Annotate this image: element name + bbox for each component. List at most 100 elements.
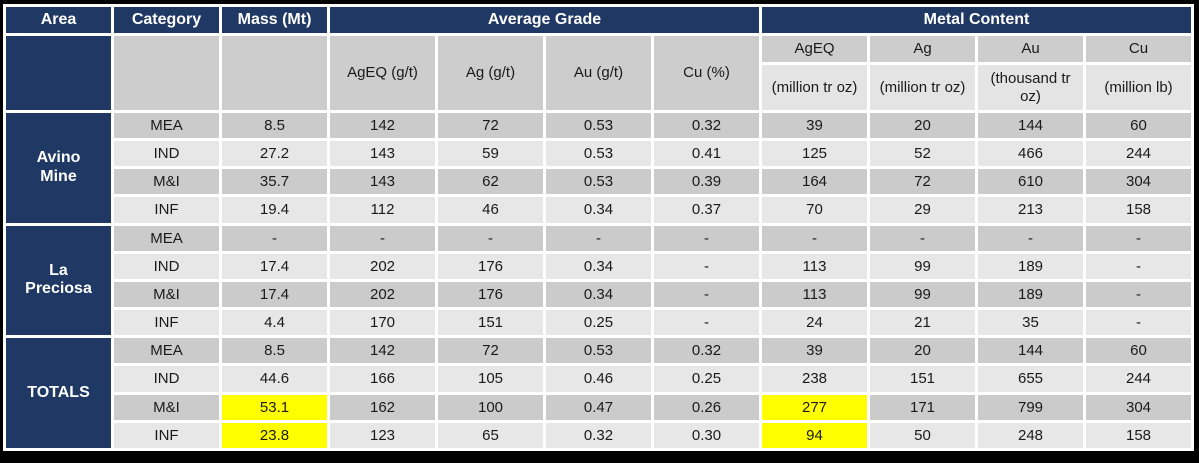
header-group-average-grade: Average Grade	[330, 7, 759, 33]
category-cell: MEA	[114, 338, 219, 364]
value-cell: 158	[1086, 422, 1191, 448]
value-cell: 0.26	[654, 394, 759, 420]
highlighted-value-cell: 94	[762, 422, 867, 448]
value-cell: 0.47	[546, 394, 651, 420]
value-cell: 60	[1086, 113, 1191, 139]
category-cell: M&I	[114, 394, 219, 420]
subheader-au-gpt: Au (g/t)	[546, 36, 651, 110]
value-cell: 244	[1086, 141, 1191, 167]
value-cell: 8.5	[222, 338, 327, 364]
value-cell: 123	[330, 422, 435, 448]
value-cell: 143	[330, 169, 435, 195]
value-cell: 17.4	[222, 253, 327, 279]
mass-subheader-spacer	[222, 36, 327, 110]
value-cell: 0.53	[546, 338, 651, 364]
value-cell: 176	[438, 281, 543, 308]
table-row: INF 4.4 170 151 0.25-24 21 35-	[6, 310, 1191, 336]
value-cell: 0.39	[654, 169, 759, 195]
value-cell: 144	[978, 113, 1083, 139]
value-cell: 144	[978, 338, 1083, 364]
value-cell: 99	[870, 253, 975, 279]
subheader-ag-gpt: Ag (g/t)	[438, 36, 543, 110]
value-cell: -	[654, 281, 759, 308]
value-cell: 21	[870, 310, 975, 336]
value-cell: 65	[438, 422, 543, 448]
value-cell: 171	[870, 394, 975, 420]
value-cell: 248	[978, 422, 1083, 448]
category-cell: IND	[114, 253, 219, 279]
value-cell: 72	[438, 113, 543, 139]
value-cell: 189	[978, 281, 1083, 308]
value-cell: 202	[330, 281, 435, 308]
area-subheader-spacer	[6, 36, 111, 110]
highlighted-value-cell: 277	[762, 394, 867, 420]
value-cell: 20	[870, 338, 975, 364]
value-cell: 113	[762, 253, 867, 279]
subheader-ageq-gpt: AgEQ (g/t)	[330, 36, 435, 110]
category-subheader-spacer	[114, 36, 219, 110]
category-cell: M&I	[114, 169, 219, 195]
value-cell: -	[222, 225, 327, 251]
header-category: Category	[114, 7, 219, 33]
value-cell: 8.5	[222, 113, 327, 139]
subheader-unit-cu: (million lb)	[1086, 65, 1191, 110]
value-cell: 151	[870, 366, 975, 392]
value-cell: 0.41	[654, 141, 759, 167]
category-cell: IND	[114, 366, 219, 392]
value-cell: 238	[762, 366, 867, 392]
value-cell: 0.34	[546, 281, 651, 308]
value-cell: 151	[438, 310, 543, 336]
value-cell: 0.32	[546, 422, 651, 448]
header-group-metal-content: Metal Content	[762, 7, 1191, 33]
value-cell: 244	[1086, 366, 1191, 392]
value-cell: 304	[1086, 169, 1191, 195]
value-cell: 0.37	[654, 197, 759, 223]
mineral-resource-table: Area Category Mass (Mt) Average Grade Me…	[3, 4, 1194, 451]
value-cell: 17.4	[222, 281, 327, 308]
value-cell: -	[654, 253, 759, 279]
value-cell: 50	[870, 422, 975, 448]
table-row: M&I 17.4 202 176 0.34-113 99 189-	[6, 281, 1191, 308]
value-cell: 0.32	[654, 113, 759, 139]
value-cell: 112	[330, 197, 435, 223]
value-cell: 0.25	[654, 366, 759, 392]
subheader-row-units: (million tr oz) (million tr oz) (thousan…	[6, 65, 1191, 110]
table-row: IND 44.6 166 105 0.46 0.25 238 151 655 244	[6, 366, 1191, 392]
value-cell: 610	[978, 169, 1083, 195]
area-label: Avino Mine	[6, 113, 111, 223]
category-cell: M&I	[114, 281, 219, 308]
value-cell: 799	[978, 394, 1083, 420]
value-cell: 59	[438, 141, 543, 167]
subheader-cu-pct: Cu (%)	[654, 36, 759, 110]
value-cell: 27.2	[222, 141, 327, 167]
value-cell: -	[1086, 281, 1191, 308]
area-label: TOTALS	[6, 338, 111, 448]
value-cell: 142	[330, 338, 435, 364]
value-cell: -	[1086, 310, 1191, 336]
value-cell: 4.4	[222, 310, 327, 336]
value-cell: 52	[870, 141, 975, 167]
header-row: Area Category Mass (Mt) Average Grade Me…	[6, 7, 1191, 33]
value-cell: 70	[762, 197, 867, 223]
value-cell: 0.30	[654, 422, 759, 448]
subheader-metal-ageq: AgEQ	[762, 36, 867, 62]
value-cell: 60	[1086, 338, 1191, 364]
subheader-unit-au: (thousand tr oz)	[978, 65, 1083, 110]
value-cell: 99	[870, 281, 975, 308]
value-cell: 0.53	[546, 141, 651, 167]
value-cell: -	[546, 225, 651, 251]
table-row: IND 17.4 202 176 0.34-113 99 189-	[6, 253, 1191, 279]
value-cell: 164	[762, 169, 867, 195]
value-cell: -	[654, 225, 759, 251]
category-cell: MEA	[114, 225, 219, 251]
value-cell: 176	[438, 253, 543, 279]
value-cell: -	[1086, 253, 1191, 279]
category-cell: INF	[114, 197, 219, 223]
value-cell: 46	[438, 197, 543, 223]
category-cell: INF	[114, 310, 219, 336]
area-label: La Preciosa	[6, 225, 111, 336]
table-row: Avino Mine MEA 8.5 142 72 0.53 0.32 39 20 144 60	[6, 113, 1191, 223]
value-cell: 213	[978, 197, 1083, 223]
subheader-metal-ag: Ag	[870, 36, 975, 62]
subheader-metal-cu: Cu	[1086, 36, 1191, 62]
